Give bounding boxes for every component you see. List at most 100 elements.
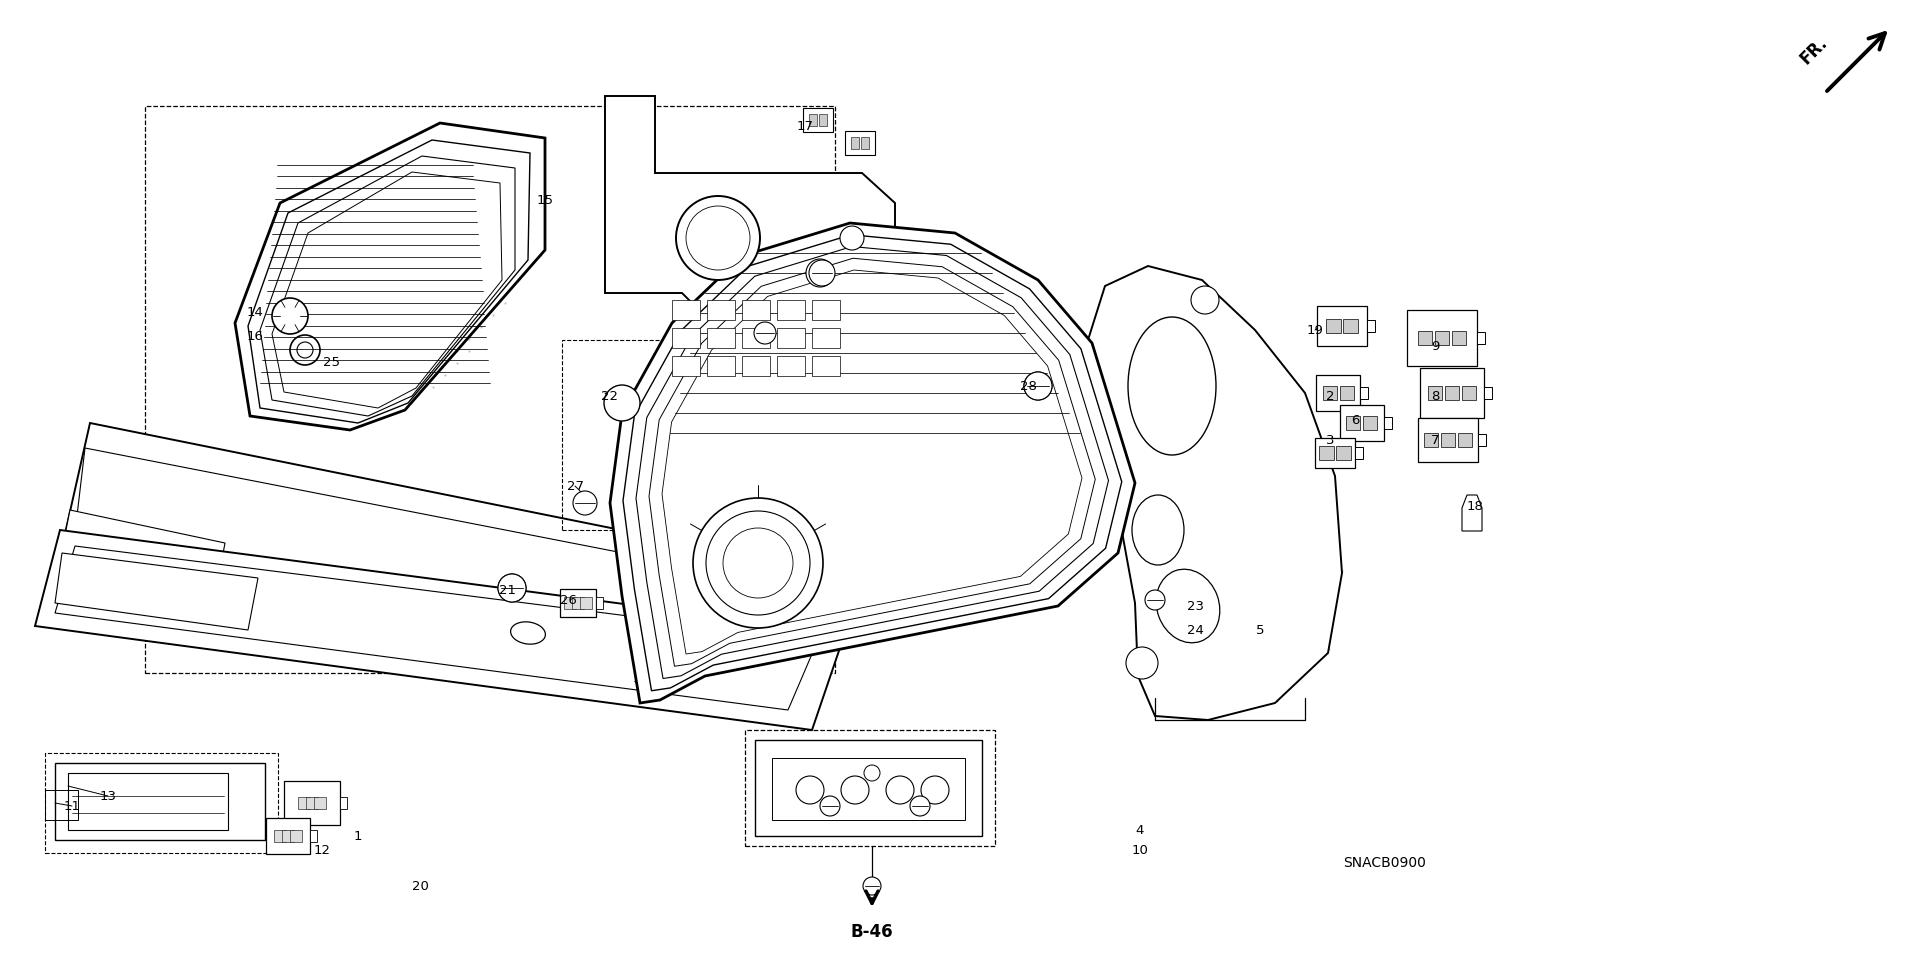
Polygon shape [60, 510, 225, 596]
Polygon shape [298, 797, 309, 809]
Circle shape [841, 776, 870, 804]
Text: 28: 28 [1020, 379, 1037, 393]
Text: 6: 6 [1352, 414, 1359, 426]
Circle shape [806, 259, 833, 287]
Polygon shape [672, 300, 701, 320]
Circle shape [685, 206, 751, 270]
Text: 26: 26 [559, 594, 576, 606]
Polygon shape [662, 270, 1083, 654]
Polygon shape [808, 114, 818, 126]
Circle shape [808, 260, 835, 286]
Polygon shape [73, 448, 701, 678]
Polygon shape [1346, 416, 1361, 430]
Text: 1: 1 [353, 830, 363, 842]
Polygon shape [1419, 418, 1478, 462]
Polygon shape [305, 797, 319, 809]
Polygon shape [845, 131, 876, 155]
Text: 12: 12 [313, 843, 330, 856]
Circle shape [724, 528, 793, 598]
Polygon shape [309, 830, 317, 842]
Text: 11: 11 [63, 800, 81, 812]
Polygon shape [778, 328, 804, 348]
Polygon shape [1340, 386, 1354, 400]
Circle shape [1144, 590, 1165, 610]
Polygon shape [1089, 266, 1342, 720]
Text: 19: 19 [1308, 324, 1323, 336]
Circle shape [755, 322, 776, 344]
Ellipse shape [1156, 569, 1219, 643]
Polygon shape [1323, 386, 1336, 400]
Polygon shape [1384, 417, 1392, 429]
Polygon shape [772, 758, 966, 820]
Text: 18: 18 [1467, 499, 1484, 513]
Polygon shape [267, 818, 309, 854]
Polygon shape [1478, 434, 1486, 446]
Text: 23: 23 [1187, 600, 1204, 612]
Polygon shape [572, 597, 584, 609]
Polygon shape [1425, 433, 1438, 447]
Polygon shape [605, 96, 895, 363]
Polygon shape [1457, 433, 1473, 447]
Polygon shape [812, 300, 839, 320]
Circle shape [497, 574, 526, 602]
Text: 24: 24 [1187, 624, 1204, 636]
Text: 17: 17 [797, 120, 814, 132]
Polygon shape [851, 137, 858, 149]
Polygon shape [1428, 386, 1442, 400]
Polygon shape [248, 140, 530, 423]
Circle shape [707, 511, 810, 615]
Text: 13: 13 [100, 789, 117, 803]
Polygon shape [580, 597, 591, 609]
Circle shape [693, 498, 824, 628]
Polygon shape [672, 356, 701, 376]
Polygon shape [707, 356, 735, 376]
Text: 21: 21 [499, 583, 516, 597]
Circle shape [1125, 647, 1158, 679]
Polygon shape [636, 246, 1108, 678]
Text: 3: 3 [1325, 434, 1334, 446]
Polygon shape [755, 740, 981, 836]
Polygon shape [820, 114, 828, 126]
Circle shape [820, 796, 841, 816]
Text: FR.: FR. [1797, 34, 1832, 68]
Polygon shape [56, 763, 265, 840]
Polygon shape [56, 423, 735, 703]
Polygon shape [741, 328, 770, 348]
Polygon shape [672, 328, 701, 348]
Polygon shape [340, 797, 348, 809]
Circle shape [885, 776, 914, 804]
Polygon shape [812, 328, 839, 348]
Polygon shape [1327, 319, 1340, 333]
Polygon shape [67, 773, 228, 830]
Polygon shape [1356, 447, 1363, 459]
Polygon shape [282, 830, 294, 842]
Text: 25: 25 [323, 356, 340, 370]
Polygon shape [1359, 387, 1369, 399]
Text: 7: 7 [1430, 434, 1440, 446]
Text: 4: 4 [1137, 824, 1144, 836]
Text: SNACB0900: SNACB0900 [1344, 856, 1427, 870]
Text: 8: 8 [1430, 390, 1440, 402]
Polygon shape [273, 172, 501, 408]
Polygon shape [284, 781, 340, 825]
Polygon shape [1452, 331, 1467, 345]
Polygon shape [611, 223, 1135, 703]
Polygon shape [1461, 495, 1482, 531]
Circle shape [797, 776, 824, 804]
Polygon shape [1407, 310, 1476, 366]
Circle shape [676, 196, 760, 280]
Circle shape [922, 776, 948, 804]
Polygon shape [1434, 331, 1450, 345]
Circle shape [497, 574, 526, 602]
Polygon shape [707, 300, 735, 320]
Polygon shape [234, 123, 545, 430]
Text: 2: 2 [1325, 390, 1334, 402]
Polygon shape [595, 597, 603, 609]
Polygon shape [741, 356, 770, 376]
Text: 15: 15 [536, 194, 553, 207]
Polygon shape [1340, 405, 1384, 441]
Ellipse shape [511, 622, 545, 644]
Polygon shape [1336, 446, 1350, 460]
Ellipse shape [1129, 317, 1215, 455]
Text: 22: 22 [601, 390, 618, 402]
